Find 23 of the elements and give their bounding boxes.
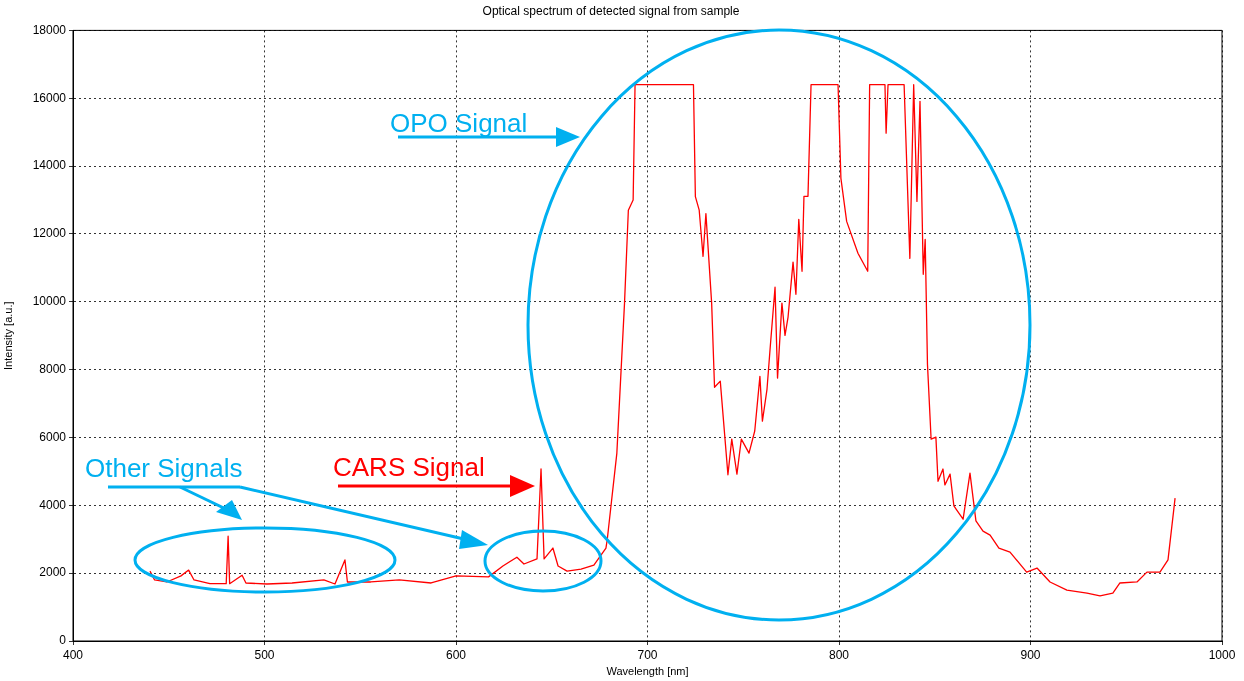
annotation: Other Signals (85, 453, 243, 483)
annotation: CARS Signal (333, 452, 485, 482)
y-tick-label: 8000 (39, 361, 67, 376)
y-axis-title: Intensity [a.u.] (1, 301, 14, 370)
x-tick-label: 1000 (1208, 647, 1236, 662)
annotation: OPO Signal (390, 108, 528, 138)
y-tick-label: 18000 (32, 22, 67, 37)
x-tick-label: 400 (62, 647, 84, 662)
y-tick-label: 0 (59, 633, 67, 648)
x-tick-label: 500 (254, 647, 275, 662)
x-tick-label: 700 (637, 647, 658, 662)
y-tick-label: 4000 (39, 497, 67, 512)
y-tick-label: 14000 (32, 158, 67, 173)
x-tick-label: 600 (445, 647, 467, 662)
y-tick-label: 12000 (32, 226, 67, 241)
y-tick-label: 6000 (39, 429, 67, 444)
x-tick-label: 900 (1020, 647, 1041, 662)
y-tick-label: 10000 (32, 294, 67, 309)
chart-title: Optical spectrum of detected signal from sample (482, 3, 740, 18)
x-axis-title: Wavelength [nm] (606, 665, 689, 678)
x-tick-label: 800 (828, 647, 850, 662)
y-tick-label: 16000 (32, 90, 67, 105)
y-tick-label: 2000 (39, 565, 67, 580)
